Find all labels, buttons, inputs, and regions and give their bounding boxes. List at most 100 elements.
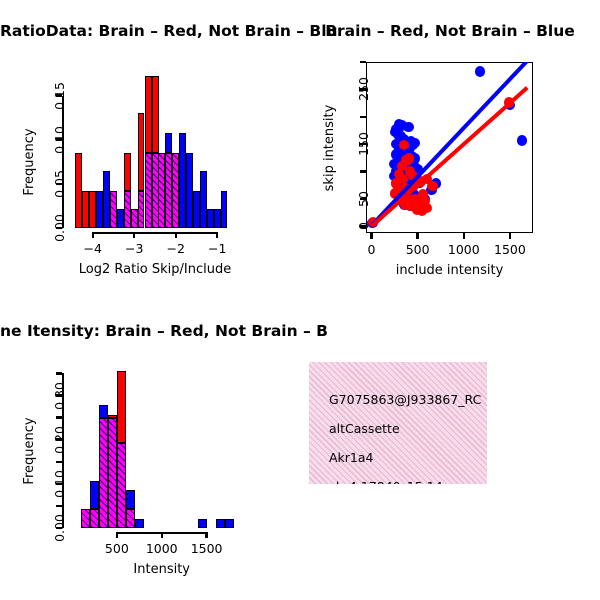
- scatter-point-brain: [401, 155, 412, 166]
- histogram-bar-not-brain: [213, 209, 221, 228]
- scatter-point-not-brain: [403, 175, 414, 186]
- histogram-bar-overlap: [123, 190, 131, 228]
- scatter-point-not-brain: [474, 66, 486, 77]
- x-tick: [174, 232, 177, 238]
- y-tick-label: 0.20: [52, 425, 67, 454]
- histogram-bar-overlap: [98, 417, 108, 528]
- histogram-bar-not-brain: [206, 209, 214, 228]
- x-tick-label: −1: [208, 241, 227, 256]
- y-tick-minor: [56, 416, 62, 419]
- y-tick-label: 0.00: [52, 214, 67, 242]
- y-tick: [56, 482, 62, 486]
- panel-gene-intensity-histogram: ne Itensity: Brain – Red, Not Brain – B …: [0, 300, 328, 600]
- gene-intensity-title: ne Itensity: Brain – Red, Not Brain – B: [0, 322, 328, 340]
- y-tick-label: 0.30: [52, 381, 67, 410]
- histogram-bar-not-brain: [224, 518, 234, 528]
- scatter-point-not-brain: [398, 133, 409, 144]
- histogram-bar-not-brain: [103, 171, 111, 228]
- ratio-histogram-title: RatioData: Brain – Red, Not Brain – Blu: [0, 22, 338, 40]
- x-axis-title: Intensity: [133, 562, 191, 577]
- histogram-bar-overlap: [89, 509, 99, 528]
- x-tick: [160, 532, 163, 538]
- histogram-bar-not-brain: [96, 190, 103, 228]
- histogram-bar-overlap: [116, 443, 126, 528]
- scatter-point-brain: [421, 202, 433, 213]
- x-tick: [91, 232, 94, 238]
- annotation-box: G7075863@J933867_RC altCassette Akr1a4 c…: [309, 362, 487, 484]
- scatter-point-brain: [417, 189, 429, 200]
- histogram-bar-brain: [107, 415, 117, 418]
- histogram-bar-overlap: [151, 152, 159, 228]
- scatter-point-brain: [427, 180, 438, 192]
- histogram-bar-brain: [144, 76, 152, 153]
- y-tick: [56, 182, 62, 186]
- scatter-point-brain: [413, 198, 424, 209]
- x-tick-label: 1500: [190, 541, 223, 556]
- scatter-point-brain: [407, 170, 419, 182]
- x-tick: [216, 232, 219, 238]
- y-tick: [56, 138, 62, 141]
- histogram-bar-brain: [75, 152, 83, 228]
- y-tick-minor: [360, 115, 366, 118]
- x-tick-label: 1500: [494, 242, 526, 257]
- scatter-point-brain: [390, 178, 402, 189]
- scatter-point-brain: [398, 140, 410, 151]
- x-axis-title: include intensity: [395, 263, 504, 278]
- histogram-bar-brain: [82, 190, 90, 228]
- scatter-point-not-brain: [403, 122, 414, 133]
- plot-clip: [366, 62, 533, 233]
- histogram-bar-not-brain: [98, 405, 108, 418]
- histogram-bar-overlap: [137, 190, 145, 228]
- histogram-bar-not-brain: [89, 480, 99, 510]
- x-tick: [370, 233, 373, 239]
- panel-intensity-scatter: Brain – Red, Not Brain – Blue 0 50 150 250 s…: [300, 0, 600, 300]
- histogram-bar-overlap: [125, 509, 135, 528]
- histogram-bar-not-brain: [193, 190, 201, 228]
- histogram-bar-brain: [123, 152, 131, 191]
- y-tick: [360, 225, 366, 228]
- histogram-bar-not-brain: [116, 209, 124, 228]
- x-tick-label: −2: [166, 241, 185, 256]
- y-tick: [360, 88, 366, 91]
- scatter-point-not-brain: [516, 135, 528, 146]
- y-tick: [56, 526, 62, 530]
- panel-ratio-histogram: RatioData: Brain – Red, Not Brain – Blu …: [0, 0, 338, 300]
- y-tick-minor: [360, 60, 366, 64]
- annotation-probe-id: G7075863@J933867_RC: [329, 392, 482, 407]
- scatter-point-not-brain: [395, 154, 406, 166]
- panel-annotation: G7075863@J933867_RC altCassette Akr1a4 c…: [300, 300, 600, 600]
- y-axis-line: [62, 95, 65, 228]
- histogram-bar-not-brain: [215, 518, 225, 528]
- ratio-histogram-plot: 0.00 0.05 0.10 0.15 Frequency −4 −3 −2 −1 Log2 Ra…: [0, 0, 300, 300]
- scatter-point-brain: [416, 205, 427, 217]
- histogram-bar-overlap: [165, 152, 173, 228]
- x-tick: [205, 532, 208, 538]
- y-tick-label: 0.00: [52, 514, 67, 542]
- scatter-point-not-brain: [412, 164, 423, 175]
- x-tick-label: 1000: [145, 541, 178, 556]
- histogram-bar-not-brain: [220, 190, 228, 228]
- y-tick-label: 0.15: [52, 81, 67, 110]
- histogram-bar-overlap: [158, 152, 166, 228]
- histogram-bar-brain: [89, 190, 97, 228]
- x-tick: [416, 233, 419, 239]
- y-tick-label: 250: [356, 77, 371, 102]
- x-tick: [133, 232, 136, 238]
- x-tick-label: −3: [125, 241, 144, 256]
- y-tick: [56, 94, 62, 97]
- x-tick-label: −4: [83, 241, 102, 256]
- histogram-bar-not-brain: [125, 490, 135, 510]
- y-tick: [360, 143, 366, 146]
- scatter-point-brain: [389, 188, 400, 199]
- annotation-event-type: altCassette: [329, 421, 400, 436]
- scatter-point-not-brain: [407, 140, 419, 151]
- histogram-bar-overlap: [110, 190, 118, 228]
- histogram-bar-not-brain: [134, 518, 144, 528]
- histogram-bar-overlap: [107, 417, 117, 528]
- x-tick: [508, 233, 512, 239]
- scatter-point-not-brain: [396, 120, 408, 131]
- histogram-bar-overlap: [144, 152, 152, 228]
- y-tick-minor: [56, 460, 62, 463]
- histogram-bar-overlap: [80, 509, 90, 528]
